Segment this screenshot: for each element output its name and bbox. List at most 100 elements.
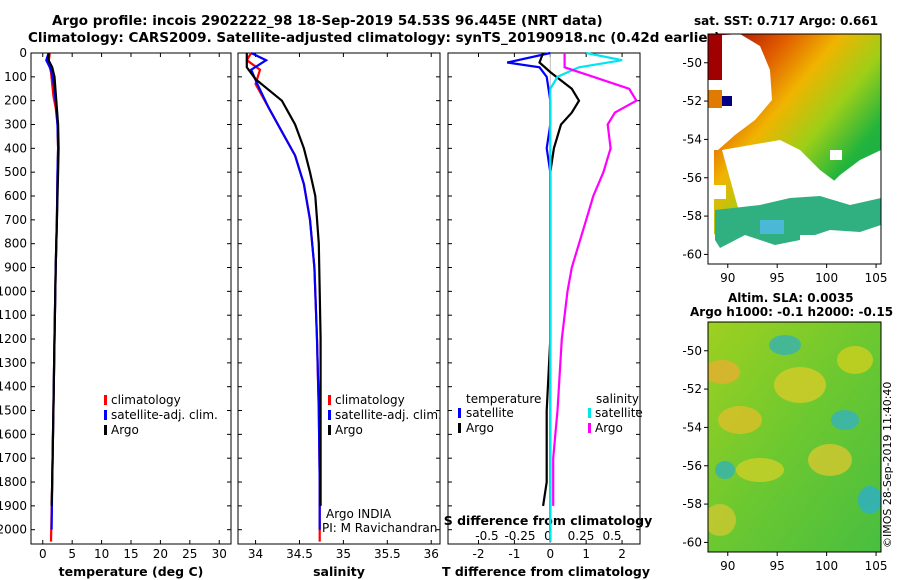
depth-tick-label: 1500: [0, 404, 27, 418]
legend-label: satellite-adj. clim.: [335, 408, 442, 422]
x-tick-label: 15: [123, 547, 138, 561]
legend-swatch: [328, 410, 331, 420]
legend-salinity-title: salinity: [596, 392, 639, 406]
salinity-axis-label: salinity: [313, 564, 365, 579]
figure-title-line1: Argo profile: incois 2902222_98 18-Sep-2…: [52, 13, 603, 29]
x-tick-label: 0: [546, 547, 554, 561]
legend-label: satellite-adj. clim.: [111, 408, 218, 422]
sla-map-panel: Altim. SLA: 0.0035 Argo h1000: -0.1 h200…: [682, 291, 893, 573]
difference-series-3: [552, 53, 638, 506]
t-difference-axis-label: T difference from climatology: [442, 564, 650, 579]
legend-label: satellite: [466, 406, 514, 420]
x-tick-label: -1: [508, 547, 520, 561]
depth-tick-label: 600: [4, 189, 27, 203]
depth-tick-label: 700: [4, 213, 27, 227]
depth-tick-label: 2000: [0, 523, 27, 537]
depth-tick-label: 1100: [0, 308, 27, 322]
depth-tick-label: 800: [4, 237, 27, 251]
sst-map-panel: sat. SST: 0.717 Argo: 0.661 90 95 100 105 -5…: [682, 14, 887, 285]
temperature-profile-panel: 0100200300400500600700800900100011001200…: [0, 46, 232, 579]
salinity-profile-panel: 34 34.5 35 35.5 36 salinity climatologysatelli…: [237, 52, 442, 579]
sst-map-title: sat. SST: 0.717 Argo: 0.661: [694, 14, 878, 28]
map-x-tick-label: 95: [770, 559, 785, 573]
salinity-series-2: [245, 53, 322, 506]
legend-temperature-title: temperature: [466, 392, 541, 406]
plot-frame: [447, 52, 641, 545]
x-tick-label: 35: [336, 547, 351, 561]
plot-frame: [237, 52, 441, 545]
legend-swatch: [104, 395, 107, 405]
x-tick-label: 34.5: [286, 547, 313, 561]
legend-label: satellite: [595, 406, 643, 420]
depth-tick-label: 1300: [0, 356, 27, 370]
depth-tick-label: 400: [4, 141, 27, 155]
legend-label: Argo: [466, 421, 494, 435]
legend-swatch: [588, 408, 591, 418]
depth-tick-label: 1700: [0, 451, 27, 465]
map-y-tick-label: -56: [682, 459, 702, 473]
depth-tick-label: 1000: [0, 284, 27, 298]
x-tick-label: 1: [582, 547, 590, 561]
legend-swatch: [328, 395, 331, 405]
sst-map-field: [708, 34, 881, 264]
map-y-tick-label: -50: [682, 344, 702, 358]
figure-title-line2: Climatology: CARS2009. Satellite-adjuste…: [28, 30, 720, 46]
legend-label: climatology: [111, 393, 181, 407]
x-tick-label: 35.5: [374, 547, 401, 561]
depth-tick-label: 500: [4, 165, 27, 179]
map-y-tick-label: -52: [682, 382, 702, 396]
difference-series-2: [549, 51, 623, 542]
map-x-tick-label: 90: [720, 271, 735, 285]
map-x-tick-label: 90: [720, 559, 735, 573]
map-y-tick-label: -58: [682, 209, 702, 223]
s-diff-tick-label: -0.25: [504, 529, 535, 543]
depth-tick-label: 300: [4, 118, 27, 132]
map-y-tick-label: -54: [682, 420, 702, 434]
s-diff-tick-label: -0.5: [475, 529, 498, 543]
sla-map-title-line1: Altim. SLA: 0.0035: [728, 291, 854, 305]
x-tick-label: 0: [39, 547, 47, 561]
legend-swatch: [458, 408, 461, 418]
legend-swatch: [104, 425, 107, 435]
depth-tick-label: 1200: [0, 332, 27, 346]
depth-tick-label: 1900: [0, 499, 27, 513]
sla-map-title-line2: Argo h1000: -0.1 h2000: -0.15: [690, 305, 893, 319]
plot-frame: [30, 52, 232, 545]
legend-label: climatology: [335, 393, 405, 407]
salinity-series-1: [249, 52, 321, 530]
legend-swatch: [458, 423, 461, 433]
float-program-label: Argo INDIA: [326, 507, 392, 521]
x-tick-label: -2: [473, 547, 485, 561]
legend-label: Argo: [111, 423, 139, 437]
map-y-tick-label: -60: [682, 535, 702, 549]
s-diff-tick-label: 0: [544, 529, 552, 543]
x-tick-label: 20: [153, 547, 168, 561]
map-y-tick-label: -56: [682, 171, 702, 185]
x-tick-label: 30: [212, 547, 227, 561]
legend-swatch: [328, 425, 331, 435]
legend-swatch: [588, 423, 591, 433]
legend-label: Argo: [595, 421, 623, 435]
depth-tick-label: 1600: [0, 427, 27, 441]
sla-map-blobs: [708, 335, 881, 536]
x-tick-label: 2: [618, 547, 626, 561]
map-x-tick-label: 100: [815, 271, 838, 285]
float-pi-label: PI: M Ravichandran: [322, 521, 437, 535]
x-tick-label: 10: [94, 547, 109, 561]
s-diff-tick-label: 0.25: [568, 529, 595, 543]
map-x-tick-label: 100: [815, 559, 838, 573]
map-x-tick-label: 95: [770, 271, 785, 285]
depth-tick-label: 200: [4, 94, 27, 108]
legend-swatch: [104, 410, 107, 420]
map-y-tick-label: -60: [682, 247, 702, 261]
x-tick-label: 36: [424, 547, 439, 561]
temperature-axis-label: temperature (deg C): [59, 564, 204, 579]
map-y-tick-label: -52: [682, 94, 702, 108]
x-tick-label: 25: [182, 547, 197, 561]
depth-tick-label: 1400: [0, 380, 27, 394]
temperature-series-2: [47, 53, 60, 506]
legend-label: Argo: [335, 423, 363, 437]
s-diff-tick-label: 0.5: [602, 529, 621, 543]
map-x-tick-label: 105: [865, 271, 888, 285]
